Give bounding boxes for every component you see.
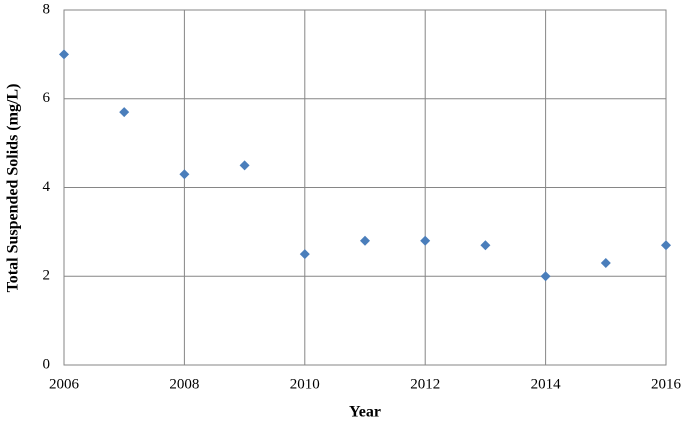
x-tick-label: 2008 <box>169 376 199 392</box>
y-tick-label: 6 <box>43 90 51 106</box>
x-tick-label: 2014 <box>531 376 562 392</box>
y-tick-label: 8 <box>43 1 51 17</box>
point <box>239 160 250 171</box>
point <box>299 249 310 260</box>
x-axis-label: Year <box>349 404 381 421</box>
point <box>119 107 130 118</box>
point <box>59 49 69 60</box>
point <box>661 240 671 251</box>
y-tick-label: 0 <box>43 356 51 372</box>
point <box>480 240 491 251</box>
x-tick-label: 2006 <box>49 376 80 392</box>
y-tick-label: 2 <box>43 268 51 284</box>
point <box>600 257 611 268</box>
point <box>360 235 370 246</box>
point <box>179 169 190 180</box>
point <box>420 235 431 246</box>
x-tick-label: 2010 <box>290 376 320 392</box>
x-tick-label: 2012 <box>410 376 440 392</box>
y-axis-label: Total Suspended Solids (mg/L) <box>5 84 22 293</box>
point <box>540 271 551 282</box>
x-tick-label: 2016 <box>651 376 682 392</box>
y-tick-label: 4 <box>43 179 51 195</box>
